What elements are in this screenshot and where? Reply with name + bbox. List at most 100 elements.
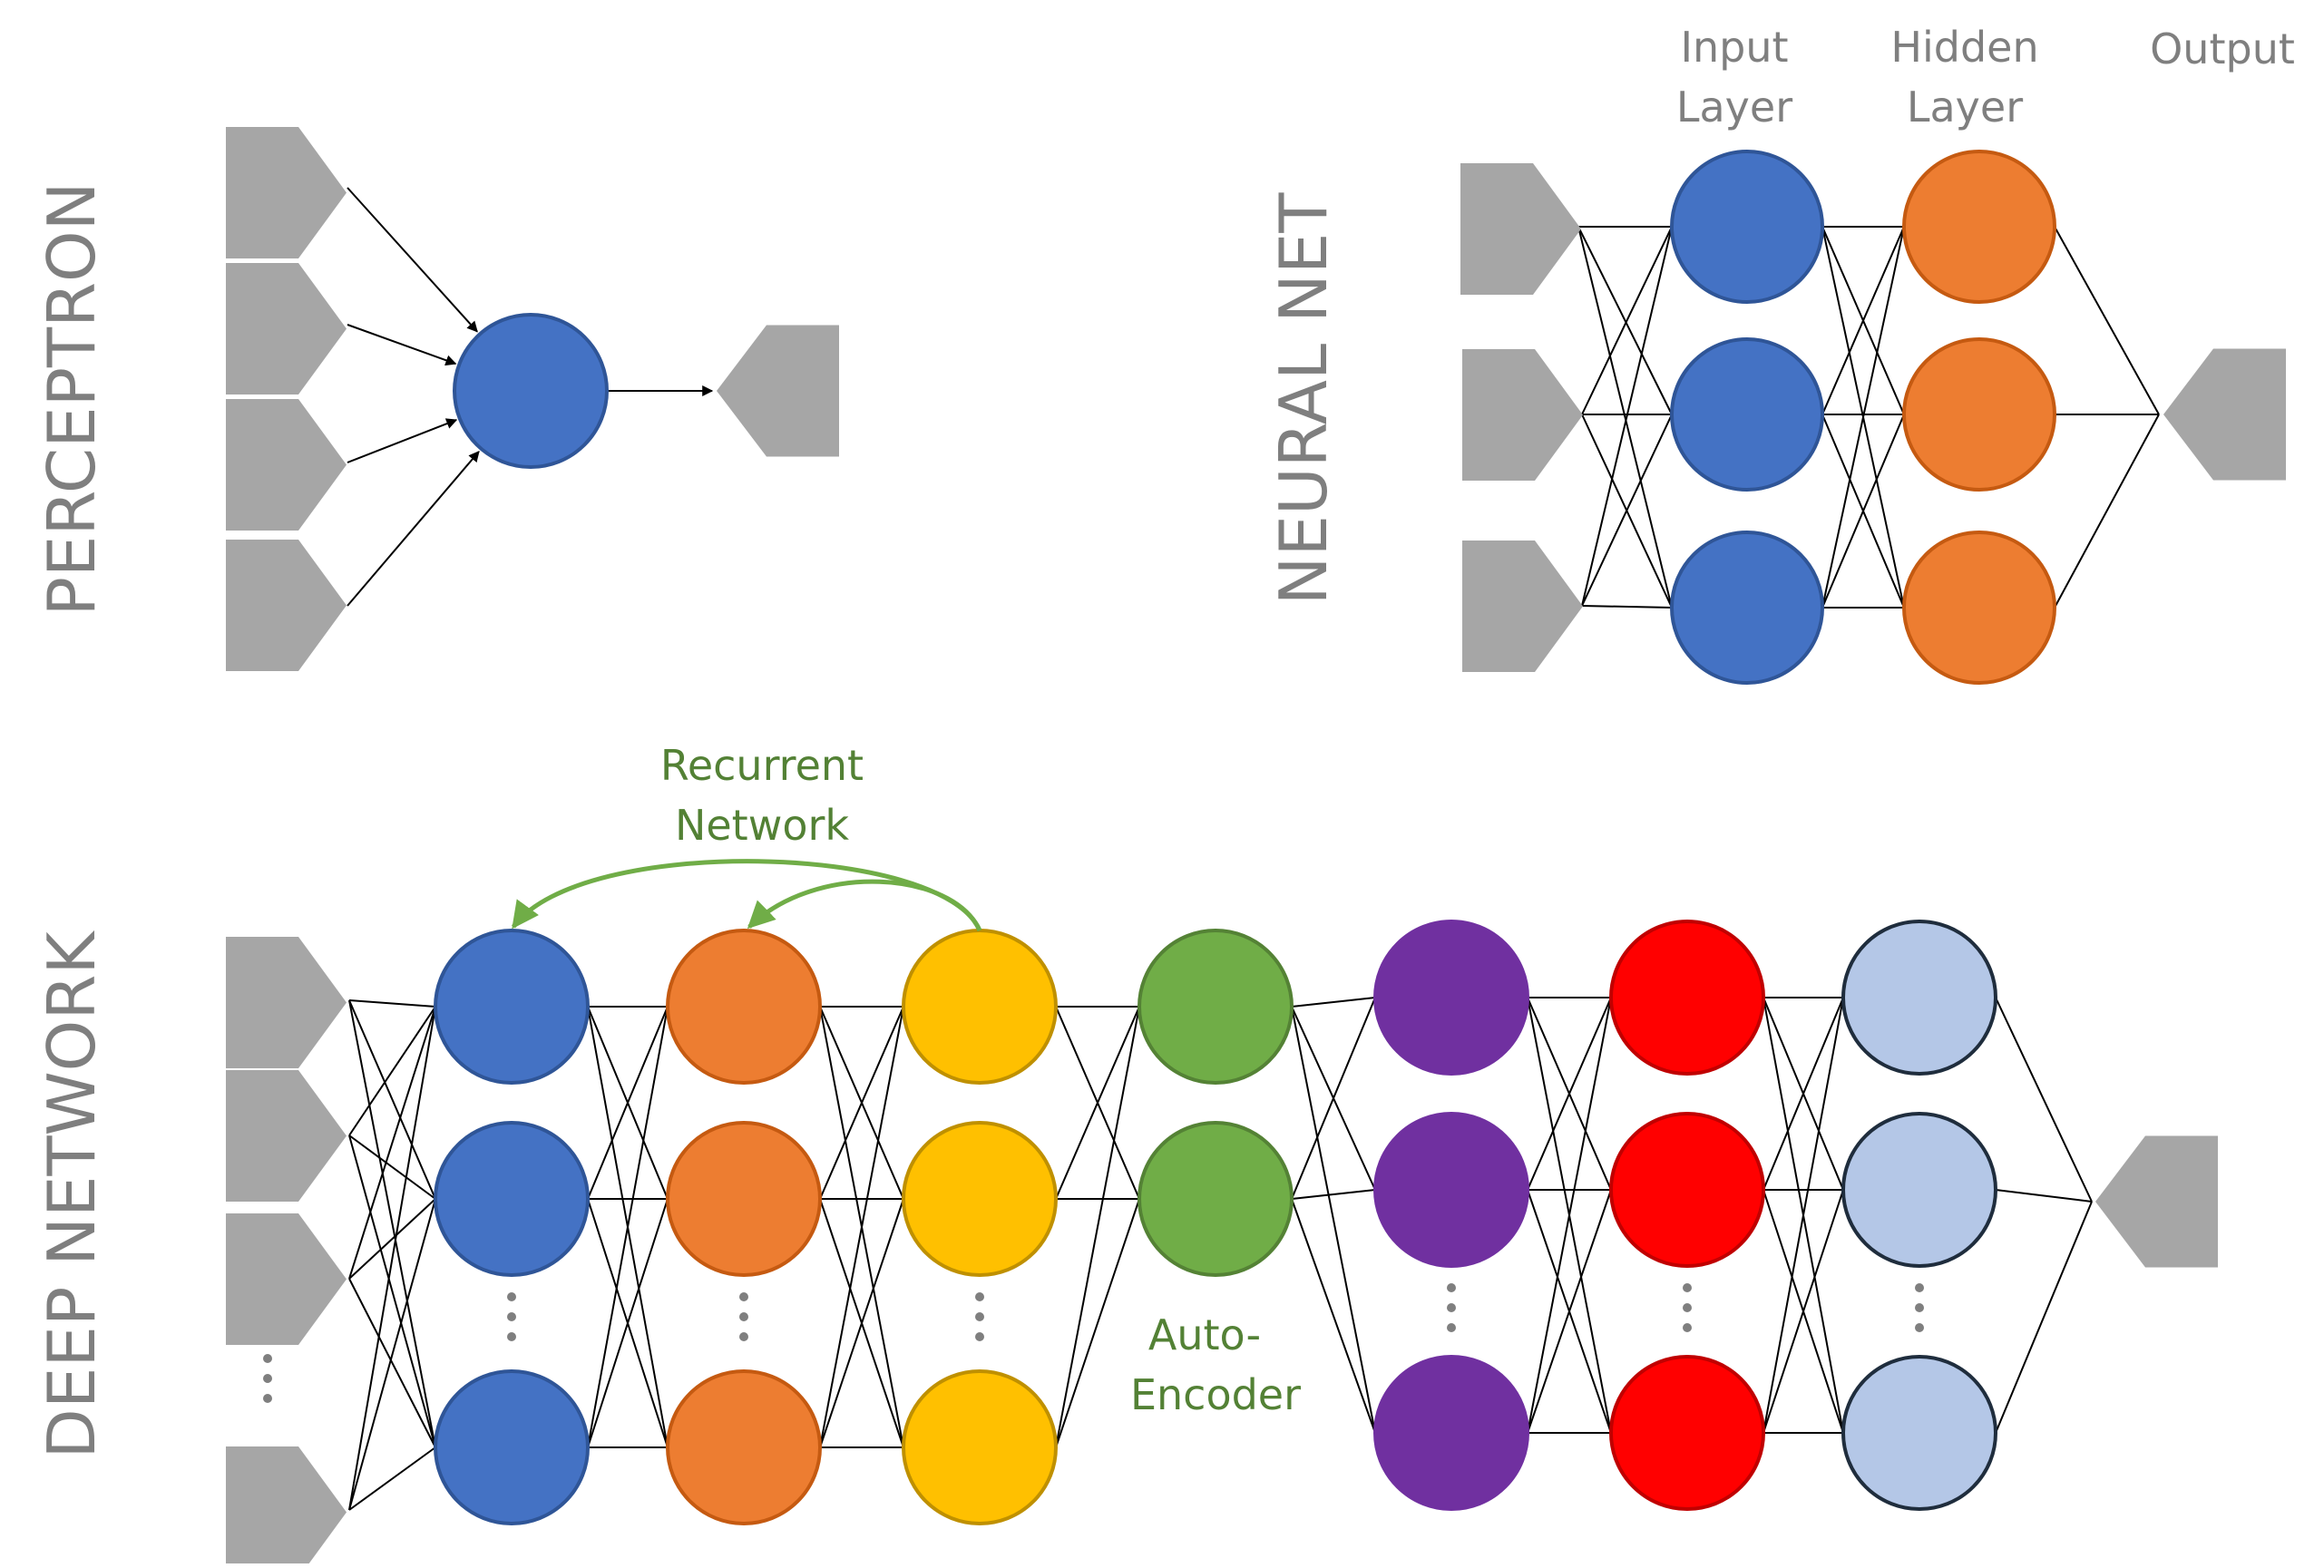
deep-yellow-neuron	[902, 1121, 1058, 1277]
deep-network-edge	[348, 1006, 436, 1511]
hidden-layer-header-line1: Hidden	[1890, 23, 2038, 72]
deep-network-edge	[1763, 997, 1844, 1191]
deep-network-input-dots	[263, 1394, 272, 1403]
deep-network-edge	[1527, 997, 1612, 1191]
hidden-layer-header-line2: Layer	[1907, 83, 2023, 131]
deep-network-edge	[348, 1278, 436, 1448]
deep-network-edge	[348, 1006, 436, 1280]
deep-network-edge	[348, 1135, 436, 1448]
deep-network-edge	[1763, 1189, 1844, 1434]
deep-network-layer-dots	[739, 1292, 748, 1301]
deep-network-input-shape	[226, 1446, 347, 1568]
deep-green-neuron	[1138, 1121, 1294, 1277]
input-layer-header-line2: Layer	[1676, 83, 1792, 131]
neural-net-input-neuron	[1670, 531, 1824, 685]
deep-lightblue-neuron	[1841, 1112, 1997, 1268]
deep-orange-neuron	[666, 1121, 822, 1277]
neural-net-input-shape	[1462, 541, 1583, 672]
deep-network-edge	[587, 1198, 669, 1448]
neural-net-title: NEURAL NET	[1265, 192, 1342, 606]
deep-yellow-neuron	[902, 929, 1058, 1085]
perceptron-neuron	[453, 313, 609, 469]
deep-network-edge	[348, 1006, 436, 1136]
recurrent-arrows	[511, 859, 982, 932]
neural-net-input-shape	[1462, 349, 1583, 481]
recurrent-arrow-to-blue	[511, 859, 982, 931]
deep-network-edge	[587, 1006, 669, 1448]
deep-blue-neuron	[434, 1369, 590, 1525]
deep-network-layer-dots	[975, 1332, 984, 1341]
deep-lightblue-neuron	[1841, 1355, 1997, 1511]
deep-network-edge	[1055, 1006, 1140, 1448]
deep-red-neuron	[1609, 1355, 1765, 1511]
deep-network-layer-dots	[507, 1292, 516, 1301]
deep-network-edge	[819, 1006, 904, 1448]
deep-network-edge	[1527, 997, 1612, 1434]
deep-network-layer-dots	[975, 1312, 984, 1321]
autoencoder-label-line1: Auto-	[1148, 1310, 1261, 1359]
recurrent-network-label-line1: Recurrent	[660, 741, 864, 790]
deep-network-layer-dots	[1683, 1303, 1692, 1312]
perceptron-input-arrow	[347, 418, 458, 463]
deep-network-edge	[348, 999, 436, 1448]
deep-network-layer-dots	[507, 1312, 516, 1321]
deep-blue-neuron	[434, 1121, 590, 1277]
deep-network-edge	[1763, 997, 1844, 1434]
input-layer-header-line1: Input	[1680, 23, 1788, 72]
neural-net-output-shape	[2163, 348, 2286, 481]
deep-network-edge	[348, 999, 436, 1008]
neuron-nodes	[434, 150, 2056, 1525]
deep-network-title: DEEP NETWORK	[34, 930, 110, 1459]
neural-net-edge	[1581, 226, 1673, 415]
deep-network-layer-dots	[1447, 1303, 1456, 1312]
deep-network-layer-dots	[1683, 1323, 1692, 1332]
perceptron-input-shape	[226, 127, 347, 258]
deep-network-input-shape	[226, 937, 347, 1068]
deep-network-edge	[1995, 997, 2093, 1203]
deep-network-layer-dots	[975, 1292, 984, 1301]
deep-yellow-neuron	[902, 1369, 1058, 1525]
deep-network-edge	[348, 1135, 436, 1200]
deep-network-edge	[348, 999, 436, 1200]
neural-net-input-neuron	[1670, 150, 1824, 304]
perceptron-input-arrow	[347, 187, 478, 333]
autoencoder-label-line2: Encoder	[1130, 1370, 1301, 1419]
neural-net-edge	[2054, 414, 2160, 609]
perceptron-output-shape	[717, 325, 839, 457]
deep-red-neuron	[1609, 1112, 1765, 1268]
perceptron-title: PERCEPTRON	[34, 181, 110, 616]
deep-network-edge	[1291, 1198, 1376, 1434]
ellipsis-dots	[263, 1283, 1924, 1403]
deep-purple-neuron	[1373, 1112, 1529, 1268]
neural-net-edge	[1821, 226, 1905, 609]
neural-net-hidden-neuron	[1902, 531, 2056, 685]
deep-network-edge	[1291, 1006, 1376, 1434]
deep-network-layer-dots	[1915, 1283, 1924, 1292]
deep-network-edge	[1291, 1189, 1376, 1200]
deep-network-edge	[1291, 997, 1376, 1008]
deep-network-input-shape	[226, 1070, 347, 1202]
io-shapes	[226, 127, 2286, 1568]
deep-network-layer-dots	[739, 1332, 748, 1341]
neural-net-edge	[2054, 226, 2160, 415]
neural-net-edge	[1581, 605, 1673, 609]
deep-network-edge	[1995, 1201, 2093, 1434]
deep-lightblue-neuron	[1841, 920, 1997, 1076]
deep-blue-neuron	[434, 929, 590, 1085]
deep-orange-neuron	[666, 1369, 822, 1525]
deep-network-edge	[1055, 1198, 1140, 1448]
perceptron-input-arrow	[347, 324, 457, 366]
output-header: Output	[2150, 24, 2295, 73]
neural-net-edge	[1581, 414, 1673, 607]
neural-net-edge	[1577, 226, 1673, 415]
deep-network-edge	[1995, 1189, 2093, 1203]
deep-network-input-shape	[226, 1213, 347, 1345]
recurrent-arrow-to-orange	[747, 879, 982, 932]
deep-network-layer-dots	[1447, 1283, 1456, 1292]
deep-network-edge	[819, 1198, 904, 1448]
deep-network-edge	[348, 1198, 436, 1511]
recurrent-network-label-line2: Network	[675, 801, 849, 850]
deep-green-neuron	[1138, 929, 1294, 1085]
neural-net-input-shape	[1460, 163, 1581, 295]
